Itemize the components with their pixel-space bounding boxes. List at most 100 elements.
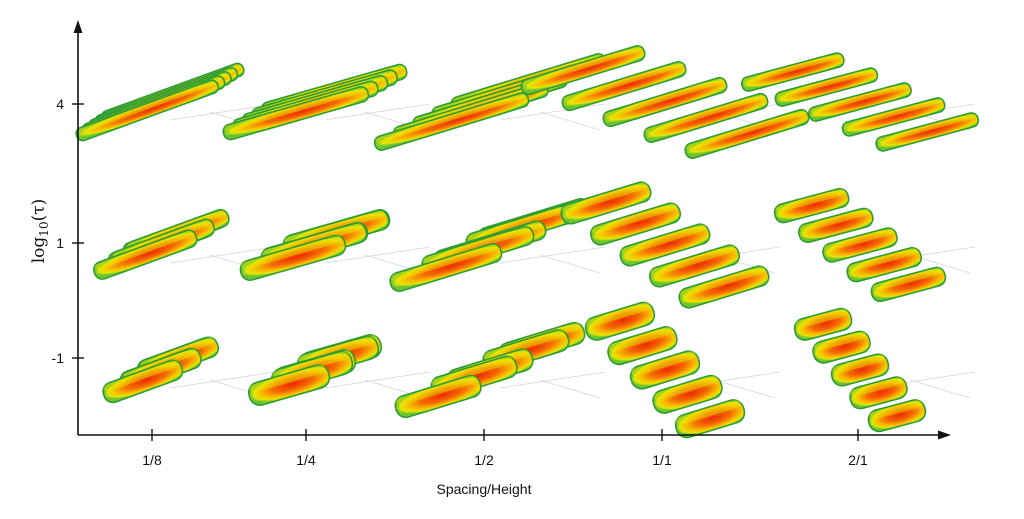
vortex-blob	[602, 76, 728, 128]
y-axis-title-subscript: 10	[37, 221, 51, 236]
floor-line	[909, 379, 971, 399]
vortex-blob-body	[602, 76, 728, 128]
vortex-blob-top-face	[608, 327, 673, 352]
y-axis-title: log10(τ)	[29, 199, 51, 264]
x-tick-label: 1/1	[652, 452, 672, 468]
vortex-blob	[520, 45, 646, 96]
vortex-blob-top-face	[586, 302, 650, 328]
vortex-blob-top-face	[848, 248, 918, 272]
vortex-blob-body	[389, 243, 503, 293]
vortex-blob-body	[808, 82, 912, 122]
vortex-blob-body	[870, 266, 947, 303]
panel--1-1/4	[247, 334, 383, 406]
vortex-blob-body	[643, 92, 769, 144]
vortex-blob-body	[678, 265, 770, 309]
vortex-blob-top-face	[813, 331, 867, 351]
vortex-blob-body	[560, 181, 652, 225]
vortex-blob-body	[589, 202, 682, 246]
floor-line	[169, 103, 276, 121]
vortex-blob-body	[684, 108, 810, 159]
vortex-blob-top-face	[776, 68, 875, 99]
vortex-blob	[75, 79, 220, 142]
vortex-blob-top-face	[872, 268, 942, 291]
floor-line	[499, 371, 606, 389]
vortex-blob-top-face	[249, 365, 326, 393]
vortex-blob-top-face	[224, 87, 365, 132]
vortex-blob-top-face	[799, 208, 870, 232]
vortex-blob	[822, 227, 898, 263]
panel-1-1/1	[560, 181, 770, 309]
vortex-blob-top-face	[680, 266, 765, 297]
x-tick-label: 2/1	[848, 452, 868, 468]
floor-line	[324, 246, 431, 264]
vortex-blob-body	[373, 92, 530, 151]
vortex-blob	[607, 326, 678, 366]
vortex-blob	[849, 376, 908, 410]
vortex-blob-body	[875, 112, 980, 152]
vortex-blob	[584, 301, 656, 341]
vortex-blob-top-face	[653, 375, 718, 401]
vortex-blob	[561, 60, 687, 112]
axes	[73, 20, 951, 440]
y-axis-title-argument: (τ)	[29, 199, 49, 222]
vortex-blob-top-face	[650, 245, 736, 276]
vortex-blob	[239, 234, 347, 282]
x-ticks: 1/8 1/4 1/2 1/1 2/1	[142, 429, 868, 468]
vortex-blob-top-face	[396, 375, 477, 406]
vortex-blob-body	[867, 399, 927, 433]
vortex-blob	[684, 108, 810, 159]
vortex-blob-top-face	[467, 204, 574, 242]
vortex-blob-body	[648, 244, 741, 288]
panel-4-1/8	[75, 62, 245, 142]
vortex-blob	[619, 223, 711, 267]
panel-4-1/1	[520, 45, 810, 159]
x-tick-label: 1/8	[142, 452, 162, 468]
vortex-blob-top-face	[877, 113, 976, 144]
vortex-blob	[389, 243, 503, 293]
vortex-blob-body	[92, 229, 198, 280]
vortex-blob-top-face	[391, 244, 498, 281]
vortex-blob	[870, 266, 947, 303]
vortex-blob-top-face	[775, 189, 845, 213]
vortex-blob-top-face	[522, 46, 642, 87]
y-axis-arrow-icon	[73, 20, 83, 33]
vortex-blob-body	[652, 374, 723, 414]
y-tick-label: -1	[52, 350, 65, 366]
y-axis-title-main: log	[29, 237, 49, 264]
vortex-blob-top-face	[563, 62, 683, 103]
vortex-blob	[774, 67, 879, 107]
vortex-blob	[797, 207, 874, 244]
vortex-blob-top-face	[94, 230, 193, 270]
x-axis-arrow-icon	[938, 430, 951, 440]
vortex-blob-top-face	[832, 354, 885, 374]
floor-line	[324, 371, 431, 389]
panel-1-1/8	[92, 208, 230, 280]
vortex-blob-top-face	[241, 236, 342, 270]
vortex-blob	[92, 229, 198, 280]
vortex-blob	[247, 364, 331, 406]
vortex-blob-top-face	[824, 228, 894, 252]
vortex-blob-body	[102, 359, 184, 404]
panel--1-1/1	[584, 301, 746, 439]
vortex-blob	[846, 246, 923, 283]
vortex-blob-body	[584, 301, 656, 341]
floor-line	[324, 103, 431, 121]
vortex-blob	[773, 187, 850, 224]
y-ticks: 4 1 -1	[52, 96, 84, 366]
panel--1-1/8	[102, 336, 220, 404]
vortex-blob-body	[841, 97, 946, 137]
vortex-blob-top-face	[843, 98, 942, 129]
vortex-blob-body	[797, 207, 874, 244]
y-tick-label: 4	[56, 96, 64, 112]
vortex-blob	[812, 330, 871, 364]
vortex-blob	[674, 399, 746, 439]
vortex-blob-top-face	[621, 224, 706, 255]
vortex-blob-body	[830, 353, 890, 387]
vortex-blob-top-face	[423, 227, 530, 264]
svg-text:log10(τ): log10(τ)	[29, 199, 51, 264]
vortex-blob-top-face	[483, 330, 565, 360]
panel-4-2/1	[740, 52, 980, 152]
vortex-blob-body	[774, 67, 879, 107]
vortex-blob	[678, 265, 770, 309]
vortex-blob-top-face	[631, 351, 695, 376]
